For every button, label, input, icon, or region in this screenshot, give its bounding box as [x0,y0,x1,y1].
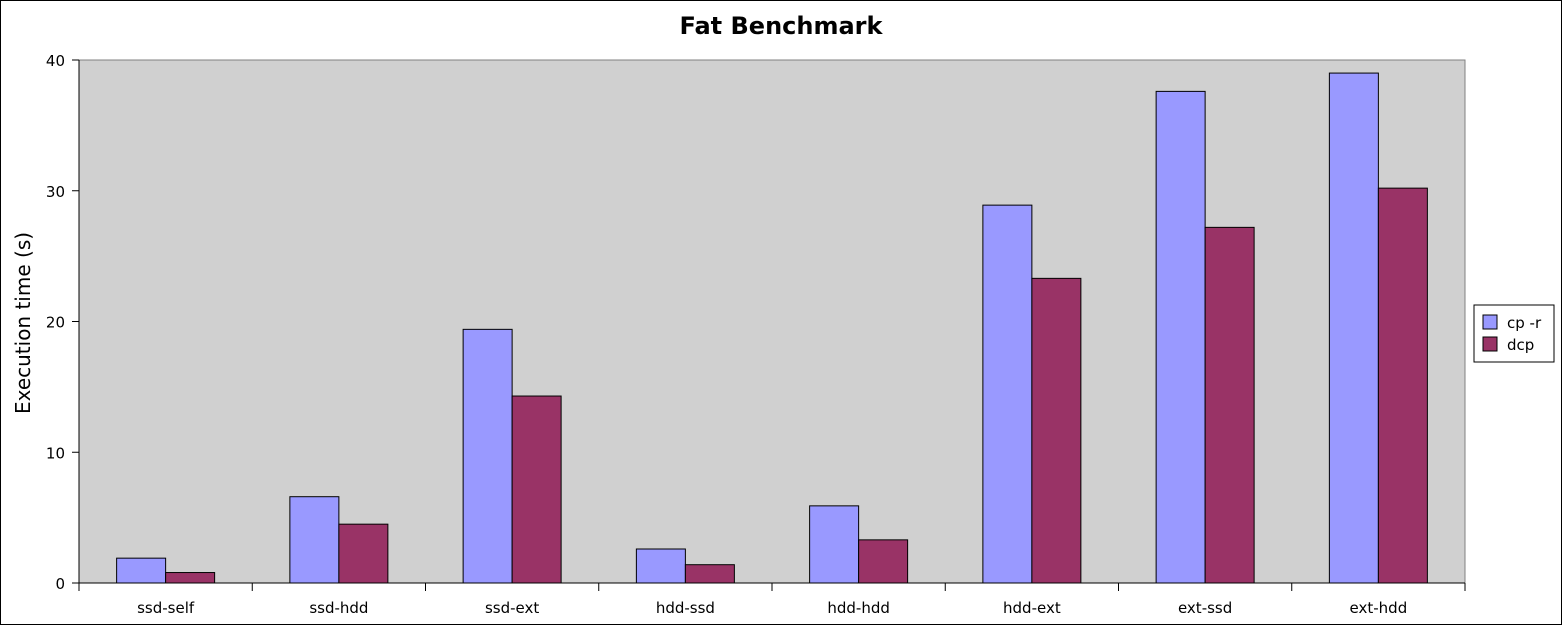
bar-cp-r-hdd-hdd [809,505,860,584]
x-tick-label: hdd-ext [1003,599,1061,617]
x-tick-label: ext-hdd [1350,599,1408,617]
plot-area [78,59,1466,584]
y-tick-label: 20 [46,314,65,332]
legend-swatch-cp-r [1482,314,1498,330]
bar-cp-r-hdd-ssd [635,548,686,584]
x-tick-label: ssd-ext [485,599,539,617]
bar-dcp-hdd-ext [1031,277,1082,584]
x-tick-label: ext-ssd [1178,599,1232,617]
chart-title: Fat Benchmark [680,12,884,40]
legend-swatch-dcp [1482,336,1498,352]
x-tick-label: hdd-hdd [827,599,890,617]
y-axis-title: Execution time (s) [11,232,35,414]
y-tick-label: 10 [46,444,65,462]
bar-dcp-ext-hdd [1377,187,1428,584]
bar-cp-r-hdd-ext [982,204,1033,584]
bars-group [116,72,1428,584]
y-tick-label: 40 [46,52,65,70]
legend: cp -r dcp [1473,304,1555,363]
bar-dcp-ssd-hdd [338,523,389,584]
bar-dcp-hdd-ssd [684,564,735,584]
legend-label-cp-r: cp -r [1507,314,1542,332]
bar-cp-r-ext-hdd [1328,72,1379,584]
bar-dcp-ssd-ext [511,395,562,584]
bar-cp-r-ssd-self [116,557,167,584]
bar-cp-r-ext-ssd [1155,90,1206,584]
y-tick-label: 0 [55,575,65,593]
bar-dcp-ssd-self [165,572,216,584]
y-tick-label: 30 [46,183,65,201]
legend-label-dcp: dcp [1507,336,1534,354]
x-tick-label: hdd-ssd [656,599,715,617]
x-tick-label: ssd-hdd [309,599,368,617]
bar-dcp-ext-ssd [1204,226,1255,584]
axes-group: ssd-self ssd-hdd ssd-ext hdd-ssd hdd-hdd hdd-… [46,52,1466,617]
bar-cp-r-ssd-hdd [289,496,340,584]
bar-dcp-hdd-hdd [858,539,909,584]
bar-cp-r-ssd-ext [462,328,513,584]
x-tick-label: ssd-self [137,599,195,617]
